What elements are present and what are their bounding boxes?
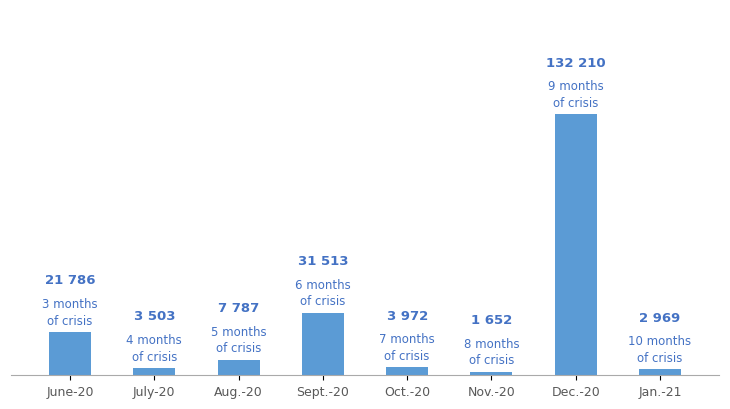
Text: 2 969: 2 969 (639, 311, 680, 324)
Bar (218, 360, 260, 375)
Text: 6 months
of crisis: 6 months of crisis (295, 278, 350, 308)
Text: 7 787: 7 787 (218, 301, 259, 314)
Text: 1 652: 1 652 (471, 313, 512, 326)
Text: 10 months
of crisis: 10 months of crisis (629, 335, 691, 364)
Text: 4 months
of crisis: 4 months of crisis (126, 333, 182, 363)
Bar (301, 313, 344, 375)
Bar (49, 333, 91, 375)
Text: 5 months
of crisis: 5 months of crisis (211, 325, 266, 354)
Text: 7 months
of crisis: 7 months of crisis (380, 333, 435, 362)
Text: 21 786: 21 786 (45, 274, 96, 287)
Text: 9 months
of crisis: 9 months of crisis (548, 80, 604, 110)
Text: 31 513: 31 513 (298, 254, 348, 267)
Text: 3 months
of crisis: 3 months of crisis (42, 297, 98, 327)
Text: 3 503: 3 503 (134, 310, 175, 323)
Text: 132 210: 132 210 (546, 56, 605, 70)
Text: 3 972: 3 972 (386, 309, 428, 322)
Bar (386, 367, 429, 375)
Bar (639, 369, 681, 375)
Text: 8 months
of crisis: 8 months of crisis (464, 337, 519, 366)
Bar (470, 372, 512, 375)
Bar (134, 369, 175, 375)
Bar (555, 115, 596, 375)
